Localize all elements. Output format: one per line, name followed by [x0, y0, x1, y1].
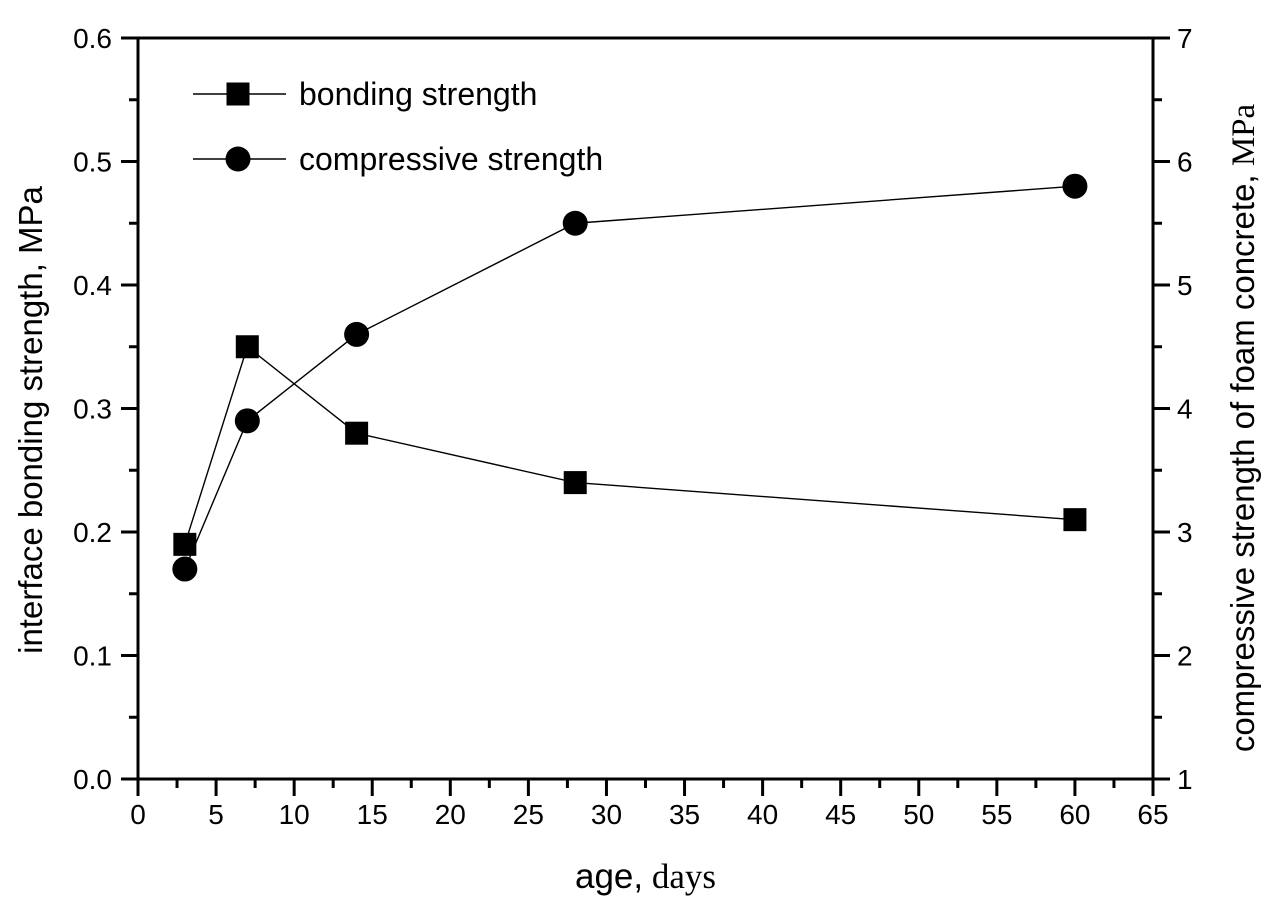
series-bonding-strength-square-marker — [345, 421, 369, 445]
series-compressive-strength-circle-marker — [562, 210, 588, 236]
x-axis-tick-label: 55 — [981, 799, 1012, 830]
legend-square-marker — [226, 82, 250, 106]
x-axis-tick-label: 60 — [1059, 799, 1090, 830]
x-axis-tick-label: 65 — [1137, 799, 1168, 830]
series-bonding-strength-square-marker — [173, 532, 197, 556]
y-right-tick-label: 1 — [1177, 764, 1193, 795]
y-right-tick-label: 3 — [1177, 517, 1193, 548]
series-compressive-strength-circle-marker — [1062, 173, 1088, 199]
legend-entry-label: compressive strength — [299, 141, 603, 177]
series-compressive-strength-circle-marker — [234, 408, 260, 434]
x-axis-tick-label: 45 — [825, 799, 856, 830]
series-compressive-strength — [172, 173, 1088, 582]
plot-frame — [136, 36, 1155, 781]
x-axis-tick-label: 40 — [747, 799, 778, 830]
series-compressive-strength-line — [184, 185, 1075, 570]
y-left-tick-label: 0.2 — [73, 517, 112, 548]
series-compressive-strength-circle-marker — [172, 556, 198, 582]
legend-entry: bonding strength — [193, 76, 537, 112]
legend-entry-label: bonding strength — [299, 76, 537, 112]
y-right-tick-label: 2 — [1177, 641, 1193, 672]
y-right-tick-label: 7 — [1177, 23, 1193, 54]
legend: bonding strength compressive strength — [193, 76, 603, 177]
x-axis-tick-label: 5 — [208, 799, 224, 830]
x-axis-tick-label: 30 — [591, 799, 622, 830]
series-compressive-strength-circle-marker — [344, 321, 370, 347]
y-left-tick-label: 0.0 — [73, 764, 112, 795]
x-axis-tick-label: 0 — [130, 799, 146, 830]
series-bonding-strength-square-marker — [1063, 508, 1087, 532]
series-bonding-strength — [173, 335, 1087, 556]
y-right-tick-label: 6 — [1177, 147, 1193, 178]
x-axis-tick-label: 20 — [435, 799, 466, 830]
x-axis-tick-label: 35 — [669, 799, 700, 830]
x-axis-tick-label: 15 — [357, 799, 388, 830]
x-axis-tick-label: 50 — [903, 799, 934, 830]
series-bonding-strength-square-marker — [235, 335, 259, 359]
y-right-axis-title: compressive strength of foam concrete, M… — [1224, 103, 1262, 752]
series-bonding-strength-square-marker — [563, 471, 587, 495]
y-right-tick-label: 5 — [1177, 270, 1193, 301]
x-axis-tick-label: 25 — [513, 799, 544, 830]
x-axis-title: age, days — [575, 857, 716, 896]
y-left-tick-label: 0.5 — [73, 147, 112, 178]
y-left-axis-title: interface bonding strength, MPa — [12, 185, 49, 653]
y-left-tick-label: 0.1 — [73, 641, 112, 672]
y-left-tick-label: 0.3 — [73, 394, 112, 425]
y-left-tick-label: 0.6 — [73, 23, 112, 54]
y-left-tick-label: 0.4 — [73, 270, 112, 301]
x-axis-tick-label: 10 — [279, 799, 310, 830]
y-right-tick-label: 4 — [1177, 394, 1193, 425]
series-bonding-strength-line — [184, 345, 1075, 545]
legend-circle-marker — [225, 146, 251, 172]
legend-entry: compressive strength — [193, 141, 603, 177]
